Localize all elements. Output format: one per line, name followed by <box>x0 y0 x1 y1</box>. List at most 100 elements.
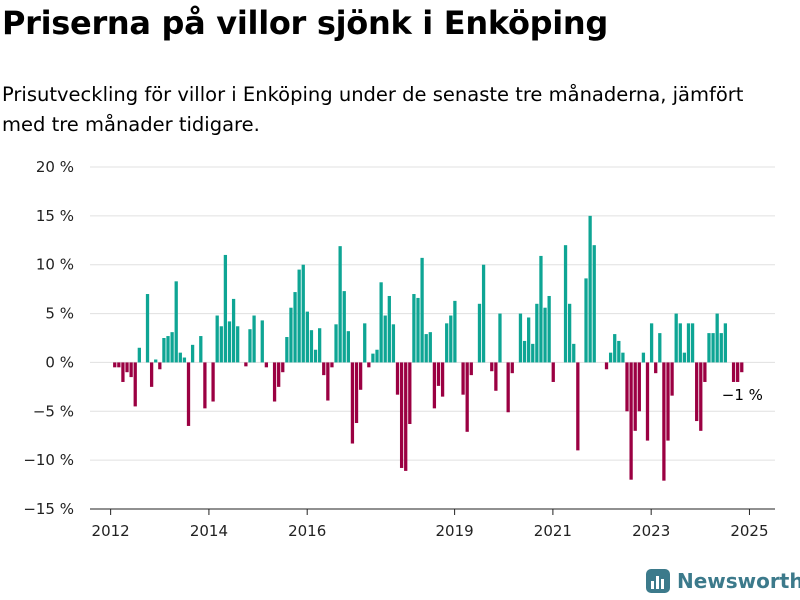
bar <box>547 295 551 363</box>
bar <box>432 362 437 409</box>
bar <box>309 330 314 363</box>
last-value-label: −1 % <box>722 386 763 404</box>
bar <box>170 332 174 363</box>
bar <box>399 362 404 468</box>
bar <box>584 278 588 363</box>
bar <box>510 362 514 374</box>
bar <box>740 362 744 373</box>
bar <box>125 362 129 373</box>
bar <box>395 362 400 395</box>
bar <box>670 362 674 396</box>
bar <box>358 362 363 390</box>
bar <box>629 362 633 480</box>
bar <box>641 352 646 363</box>
bar <box>736 362 740 382</box>
bar <box>231 298 236 363</box>
y-tick-label: −15 % <box>23 500 74 518</box>
bar <box>322 362 326 376</box>
bar <box>264 362 269 368</box>
bar <box>719 333 723 363</box>
bar <box>481 264 486 363</box>
bar <box>375 349 379 363</box>
bar <box>305 311 309 363</box>
bar <box>137 347 141 363</box>
y-tick-label: 0 % <box>45 353 74 371</box>
bar <box>199 336 203 363</box>
bar <box>690 323 695 363</box>
bar <box>539 255 543 363</box>
x-axis <box>90 508 775 515</box>
bar <box>498 313 502 363</box>
bar <box>465 362 469 432</box>
bar <box>453 300 457 363</box>
bar <box>412 294 416 363</box>
bar <box>334 324 338 363</box>
bar <box>608 352 613 363</box>
brand-name: Newsworthy <box>677 569 800 593</box>
bar <box>379 282 383 363</box>
bar <box>367 362 371 368</box>
bar <box>330 362 334 368</box>
bar <box>416 297 420 363</box>
bar <box>424 334 428 363</box>
chart-title: Priserna på villor sjönk i Enköping <box>2 4 608 42</box>
bar <box>527 317 531 363</box>
bar <box>342 291 346 363</box>
bar <box>121 362 125 382</box>
bar <box>117 362 121 368</box>
bar <box>461 362 465 395</box>
bar <box>215 315 219 363</box>
bar <box>346 331 350 363</box>
bar <box>723 323 728 363</box>
bar <box>158 362 162 370</box>
bar <box>404 362 408 471</box>
bar <box>572 343 576 363</box>
bar <box>522 340 527 363</box>
bar <box>637 362 641 412</box>
bar <box>568 303 572 363</box>
y-tick-label: −5 % <box>33 402 74 420</box>
bar <box>678 323 682 363</box>
bars <box>113 215 744 481</box>
bar <box>436 362 441 386</box>
bar <box>633 362 637 431</box>
bar <box>617 340 621 363</box>
y-tick-label: −10 % <box>23 451 74 469</box>
bar <box>518 313 523 363</box>
bar-chart-logo-icon <box>646 569 670 593</box>
bar <box>695 362 699 422</box>
bar <box>703 362 707 382</box>
bar <box>260 320 264 363</box>
bar <box>477 303 482 363</box>
bar <box>149 362 154 387</box>
bar <box>219 326 223 363</box>
bar <box>551 362 555 382</box>
bar <box>297 269 301 363</box>
bar <box>154 359 158 363</box>
bar <box>707 333 711 363</box>
bar <box>166 336 170 363</box>
gridlines <box>90 166 775 461</box>
bar <box>715 313 719 363</box>
bar <box>654 362 658 374</box>
bar <box>293 292 297 363</box>
bar <box>387 295 391 363</box>
bar <box>145 294 150 363</box>
bar <box>113 362 117 368</box>
bar <box>613 334 617 363</box>
bar <box>248 329 252 363</box>
bar <box>490 362 494 372</box>
bar <box>129 362 133 378</box>
bar <box>252 315 256 363</box>
y-tick-label: 10 % <box>36 256 74 274</box>
bar <box>227 321 232 363</box>
x-tick-label: 2012 <box>92 522 130 540</box>
bar <box>326 362 330 401</box>
bar <box>592 245 596 363</box>
bar <box>686 323 691 363</box>
bar <box>662 362 666 481</box>
tick-labels: −15 % −10 % −5 % 0 % 5 % 10 % 15 % 20 % 2012 2014… <box>23 158 768 540</box>
bar <box>244 362 248 367</box>
bar <box>301 264 305 363</box>
